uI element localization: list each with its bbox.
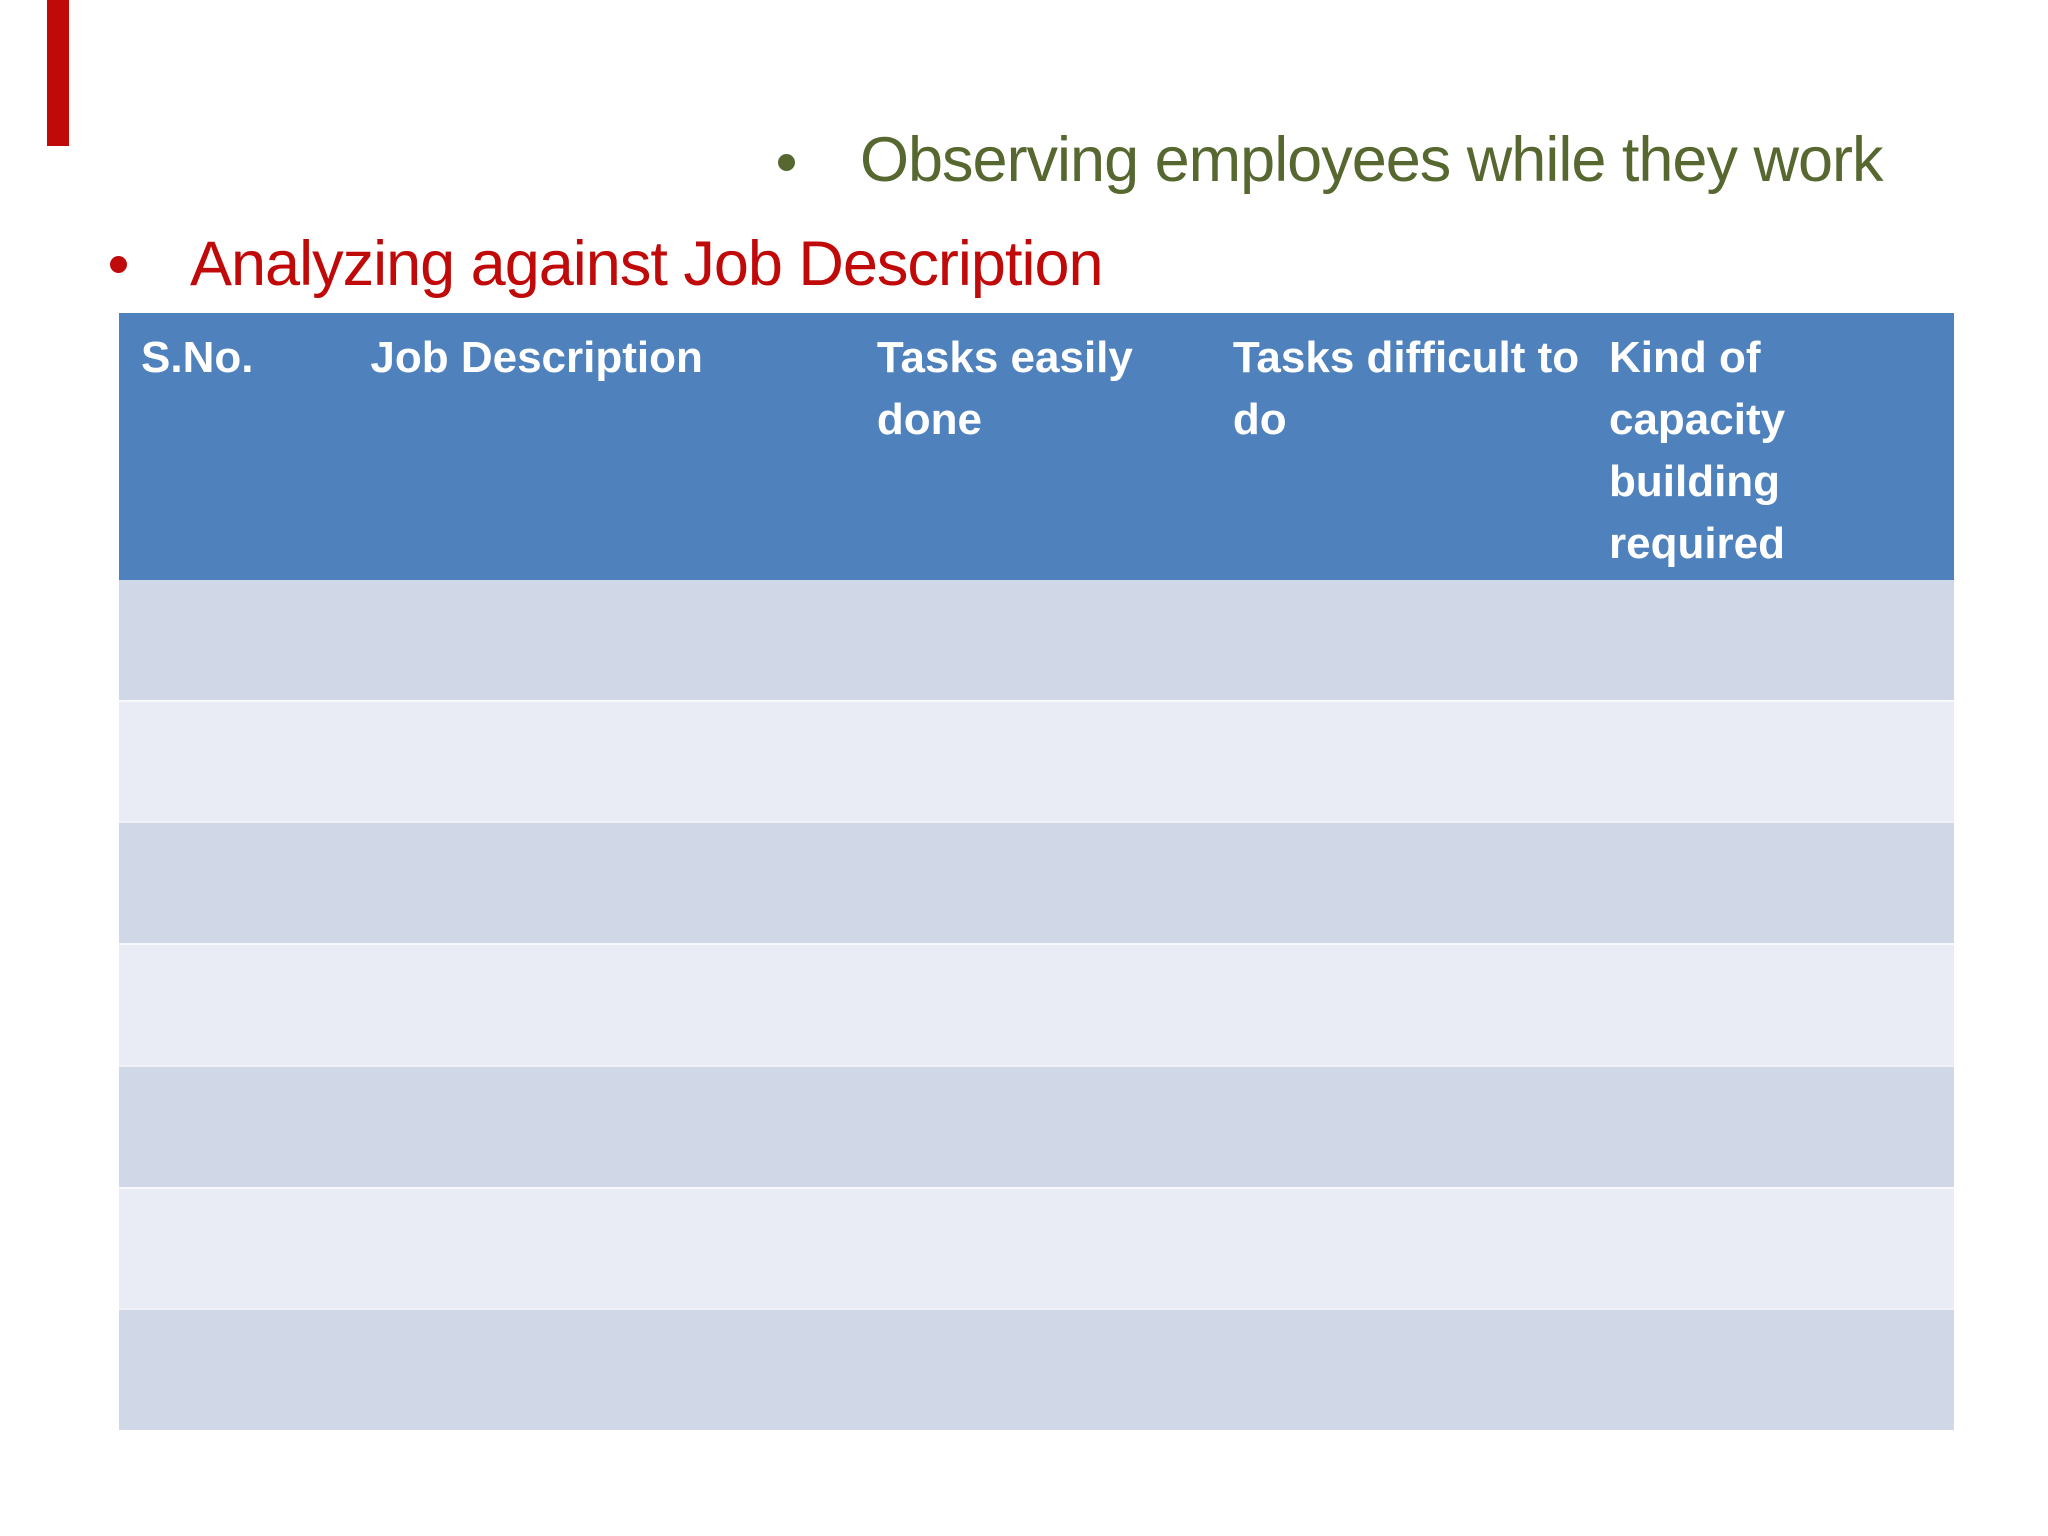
table-cell <box>855 1189 1211 1309</box>
table-cell <box>855 823 1211 943</box>
column-header-tasks-easily-done: Tasks easily done <box>855 313 1211 580</box>
table-cell <box>1587 823 1954 943</box>
table-cell <box>348 1189 854 1309</box>
table-row <box>119 580 1954 700</box>
table-cell <box>855 580 1211 700</box>
bullet-observing-employees: Observing employees while they work <box>860 125 1883 195</box>
table-cell <box>119 1067 348 1187</box>
table-header-row: S.No. Job Description Tasks easily done … <box>119 313 1954 580</box>
table-cell <box>1211 945 1587 1065</box>
column-header-job-description: Job Description <box>348 313 854 580</box>
table-cell <box>348 1067 854 1187</box>
table-cell <box>855 702 1211 822</box>
table-cell <box>1211 580 1587 700</box>
table-row <box>119 821 1954 944</box>
table-cell <box>348 1310 854 1430</box>
bullet-analyzing-job-description: Analyzing against Job Description <box>190 229 1104 299</box>
bullet-dot-icon <box>778 154 795 171</box>
red-accent-bar <box>47 0 69 146</box>
column-header-sno: S.No. <box>119 313 348 580</box>
table-cell <box>1587 1189 1954 1309</box>
table-cell <box>348 945 854 1065</box>
bullet-dot-icon <box>110 256 127 273</box>
table-body <box>119 580 1954 1431</box>
column-header-capacity-building: Kind of capacity building required <box>1587 313 1954 580</box>
table-cell <box>119 1189 348 1309</box>
table-cell <box>348 823 854 943</box>
table-cell <box>855 1310 1211 1430</box>
column-header-label: Tasks difficult to do <box>1232 333 1580 444</box>
table-cell <box>855 945 1211 1065</box>
table-cell <box>1211 1189 1587 1309</box>
table-cell <box>1211 1067 1587 1187</box>
table-cell <box>1587 1310 1954 1430</box>
table-cell <box>1587 580 1954 700</box>
table-cell <box>1587 1067 1954 1187</box>
table-cell <box>1587 702 1954 822</box>
table-cell <box>119 580 348 700</box>
table-cell <box>1211 1310 1587 1430</box>
table-row <box>119 1064 1954 1187</box>
table-cell <box>348 702 854 822</box>
column-header-label: Kind of capacity building required <box>1608 333 1786 568</box>
table-cell <box>119 945 348 1065</box>
table-cell <box>119 1310 348 1430</box>
job-analysis-table: S.No. Job Description Tasks easily done … <box>119 313 1954 1431</box>
table-cell <box>1211 702 1587 822</box>
table-cell <box>119 823 348 943</box>
column-header-label: Tasks easily done <box>876 333 1133 444</box>
column-header-label: S.No. <box>141 333 254 382</box>
table-cell <box>348 580 854 700</box>
table-row <box>119 943 1954 1065</box>
table-cell <box>119 702 348 822</box>
table-row <box>119 1308 1954 1431</box>
table-cell <box>1211 823 1587 943</box>
table-row <box>119 1186 1954 1309</box>
table-row <box>119 699 1954 822</box>
column-header-tasks-difficult: Tasks difficult to do <box>1211 313 1587 580</box>
table-cell <box>855 1067 1211 1187</box>
column-header-label: Job Description <box>370 333 703 382</box>
table-cell <box>1587 945 1954 1065</box>
